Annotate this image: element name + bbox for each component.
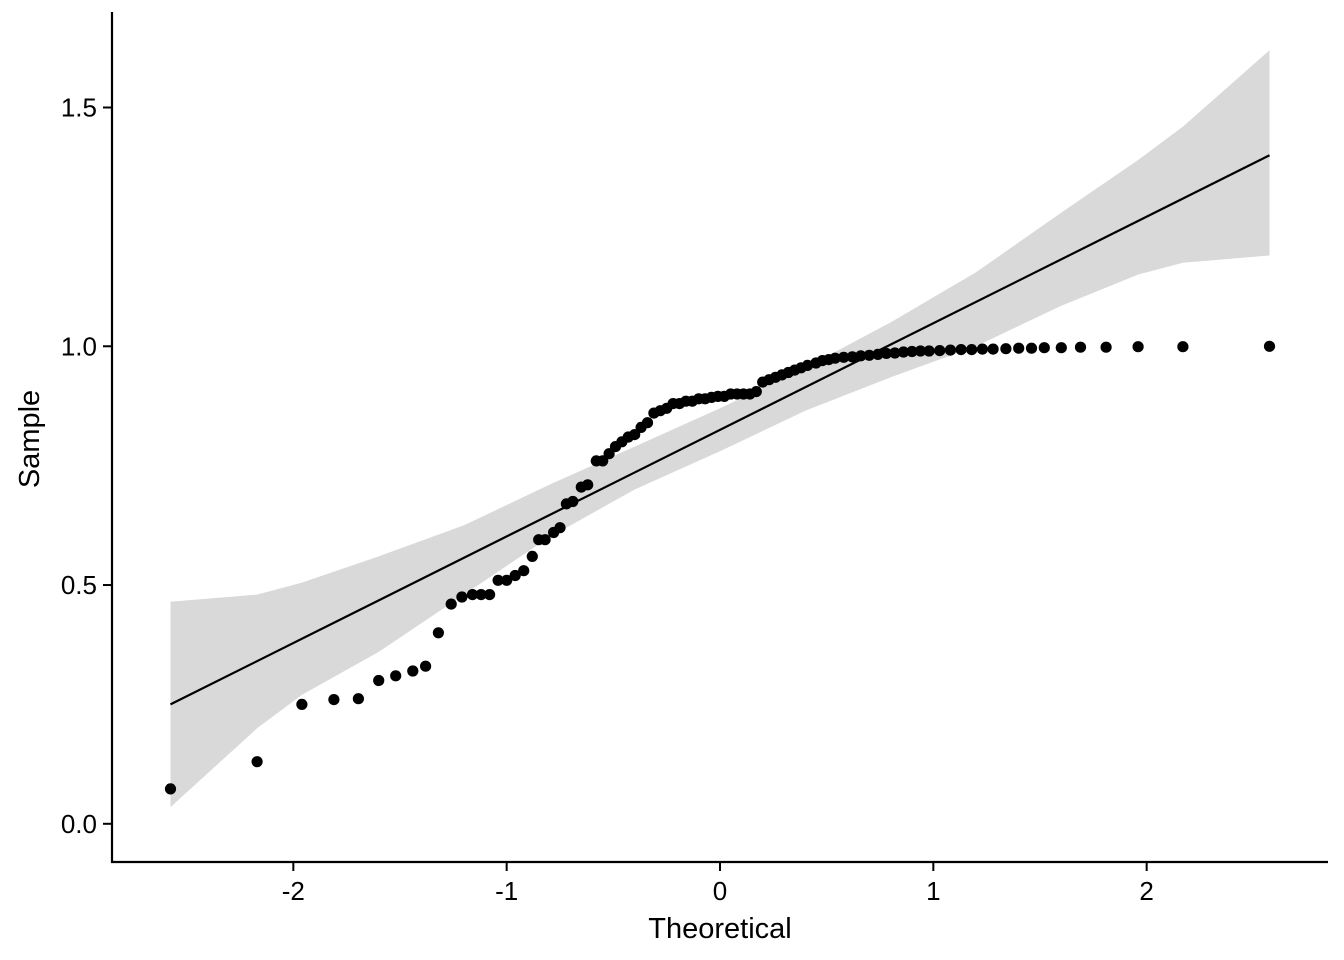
data-point <box>1074 341 1087 353</box>
data-point <box>526 550 538 563</box>
data-point <box>539 534 551 546</box>
data-point <box>582 479 594 491</box>
y-tick-label: 1.0 <box>61 331 97 361</box>
x-axis-title: Theoretical <box>648 913 791 945</box>
data-point <box>855 350 867 362</box>
data-point <box>641 417 654 429</box>
x-tick-label: -1 <box>495 876 518 906</box>
data-point <box>466 589 479 601</box>
data-point <box>629 429 641 441</box>
data-point <box>838 351 850 363</box>
data-point <box>407 665 419 677</box>
data-point <box>976 343 989 355</box>
y-tick-label: 0.5 <box>61 570 97 600</box>
data-point <box>880 347 893 359</box>
data-point <box>1100 341 1112 353</box>
data-point <box>934 345 946 357</box>
data-point <box>251 756 263 768</box>
data-point <box>750 386 762 398</box>
data-point <box>966 344 978 356</box>
data-point <box>456 591 468 603</box>
data-point <box>420 660 432 672</box>
data-point <box>1000 343 1012 355</box>
data-point <box>597 455 609 467</box>
data-point <box>1025 342 1038 354</box>
data-point <box>897 346 910 358</box>
data-point <box>432 627 444 639</box>
data-point <box>492 574 504 586</box>
data-point <box>846 351 858 363</box>
data-point <box>1177 341 1189 353</box>
x-tick-label: 2 <box>1139 876 1153 906</box>
y-tick-label: 1.5 <box>61 93 97 123</box>
data-point <box>352 693 364 705</box>
data-point <box>801 359 814 371</box>
data-point <box>567 495 579 508</box>
data-point <box>390 670 402 682</box>
data-point <box>829 352 841 364</box>
y-axis-title: Sample <box>14 390 46 488</box>
data-point <box>373 674 385 687</box>
data-point <box>475 589 487 601</box>
points-layer <box>164 340 1276 795</box>
data-point <box>889 347 901 359</box>
data-point <box>1055 342 1067 354</box>
data-point <box>501 574 513 586</box>
data-point <box>955 344 967 356</box>
data-point <box>914 345 927 357</box>
data-point <box>1013 342 1025 354</box>
data-point <box>518 565 530 577</box>
data-point <box>554 522 566 534</box>
data-point <box>1038 342 1050 354</box>
data-point <box>296 698 308 711</box>
data-point <box>906 345 918 358</box>
data-point <box>987 343 999 355</box>
data-point <box>1132 341 1144 353</box>
reference-line <box>169 154 1271 706</box>
data-point <box>484 589 496 601</box>
x-tick-label: 0 <box>713 876 727 906</box>
data-point <box>923 345 935 357</box>
y-tick-label: 0.0 <box>61 809 97 839</box>
data-point <box>944 344 957 356</box>
data-point <box>445 598 457 610</box>
data-point <box>872 348 884 360</box>
data-point <box>509 569 521 582</box>
reference-line-layer <box>169 154 1271 706</box>
x-tick-label: 1 <box>926 876 940 906</box>
axes-layer: -2 -1 0 1 2 0.0 0.5 1.0 1.5 <box>61 12 1328 906</box>
data-point <box>603 448 615 460</box>
x-tick-label: -2 <box>282 876 305 906</box>
data-point <box>328 694 340 706</box>
data-point <box>164 783 177 795</box>
data-point <box>863 349 875 361</box>
data-point <box>1263 340 1276 352</box>
